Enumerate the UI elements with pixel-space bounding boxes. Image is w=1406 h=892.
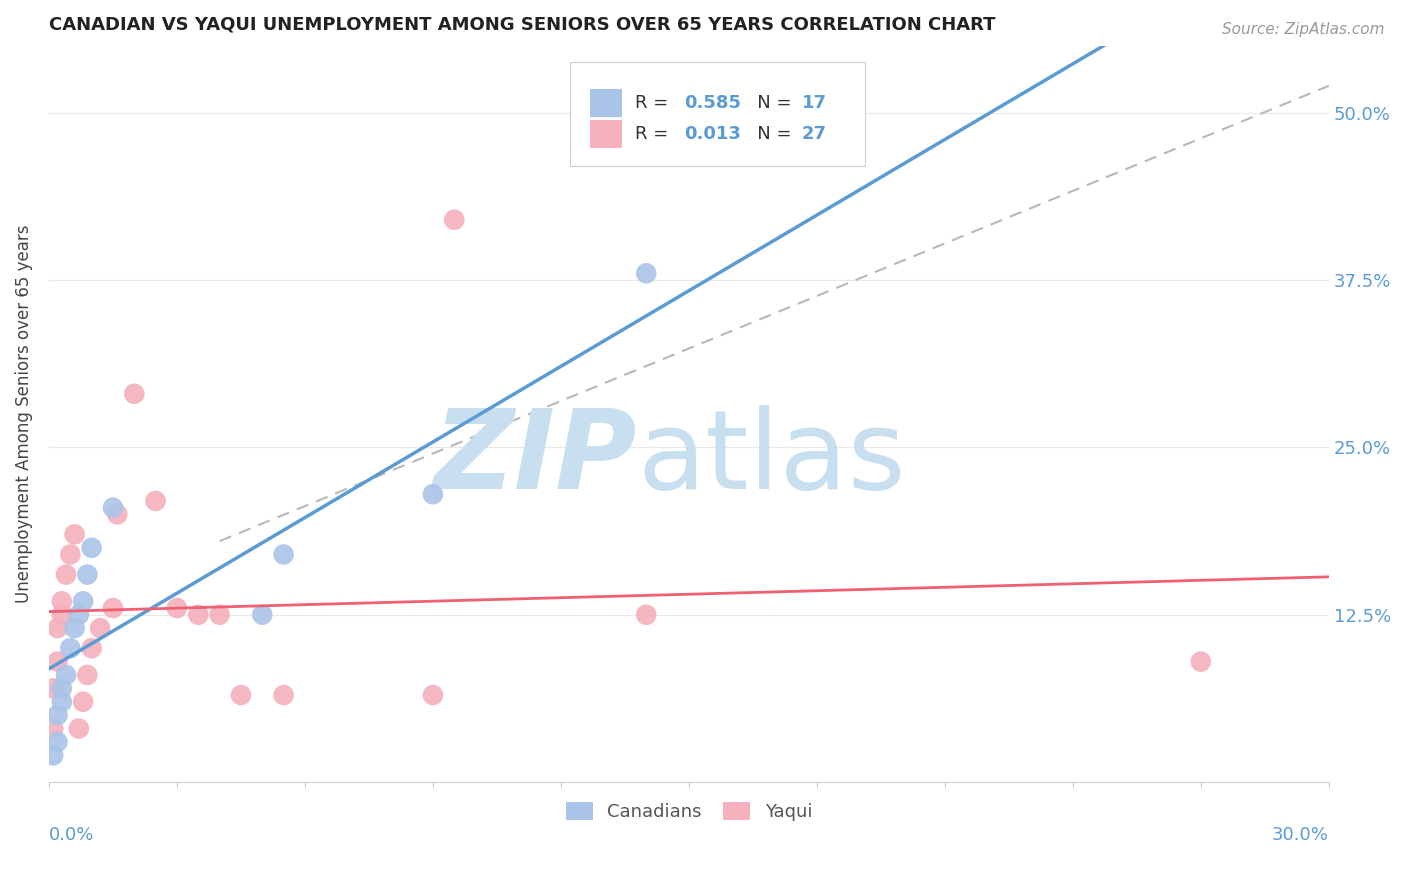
Text: Source: ZipAtlas.com: Source: ZipAtlas.com (1222, 22, 1385, 37)
Point (46, 735, 69, 749)
Text: 30.0%: 30.0% (1272, 826, 1329, 845)
Point (67, 607, 90, 622)
Text: 17: 17 (801, 94, 827, 112)
Point (422, 688, 444, 702)
Point (67, 722, 90, 736)
Point (51, 594, 73, 608)
Point (101, 601, 124, 615)
Point (42, 722, 65, 736)
Point (229, 688, 252, 702)
Text: 27: 27 (801, 125, 827, 143)
Point (101, 500, 124, 515)
Point (72, 695, 94, 709)
FancyBboxPatch shape (591, 120, 623, 148)
Text: 0.585: 0.585 (683, 94, 741, 112)
Point (42, 748, 65, 763)
Point (51, 607, 73, 622)
Point (55, 567, 77, 582)
Point (636, 607, 658, 622)
Text: CANADIAN VS YAQUI UNEMPLOYMENT AMONG SENIORS OVER 65 YEARS CORRELATION CHART: CANADIAN VS YAQUI UNEMPLOYMENT AMONG SEN… (49, 15, 995, 33)
Y-axis label: Unemployment Among Seniors over 65 years: Unemployment Among Seniors over 65 years (15, 225, 32, 603)
Point (443, 212, 465, 227)
Point (252, 607, 274, 622)
Point (46, 621, 69, 635)
Point (59, 548, 82, 562)
Point (46, 655, 69, 669)
Point (76, 567, 98, 582)
Point (42, 681, 65, 696)
Point (273, 688, 295, 702)
Point (80, 541, 103, 555)
Point (636, 266, 658, 280)
Legend: Canadians, Yaqui: Canadians, Yaqui (558, 795, 820, 829)
Point (124, 386, 146, 401)
Point (63, 527, 86, 541)
Text: 0.013: 0.013 (683, 125, 741, 143)
Point (187, 607, 209, 622)
Point (105, 508, 128, 522)
Point (46, 708, 69, 723)
Text: atlas: atlas (638, 405, 907, 512)
Point (72, 594, 94, 608)
Point (145, 494, 167, 508)
Point (80, 641, 103, 656)
Point (273, 548, 295, 562)
Text: R =: R = (636, 94, 673, 112)
Point (166, 601, 188, 615)
Point (1189, 655, 1212, 669)
Text: N =: N = (740, 94, 797, 112)
Point (208, 607, 231, 622)
Point (55, 668, 77, 682)
Point (422, 487, 444, 501)
Point (89, 621, 111, 635)
Point (59, 641, 82, 656)
Text: N =: N = (740, 125, 797, 143)
Text: R =: R = (636, 125, 673, 143)
Point (63, 621, 86, 635)
FancyBboxPatch shape (591, 88, 623, 117)
FancyBboxPatch shape (569, 62, 866, 166)
Point (51, 695, 73, 709)
Point (76, 668, 98, 682)
Text: 0.0%: 0.0% (49, 826, 94, 845)
Text: ZIP: ZIP (434, 405, 638, 512)
Point (51, 681, 73, 696)
